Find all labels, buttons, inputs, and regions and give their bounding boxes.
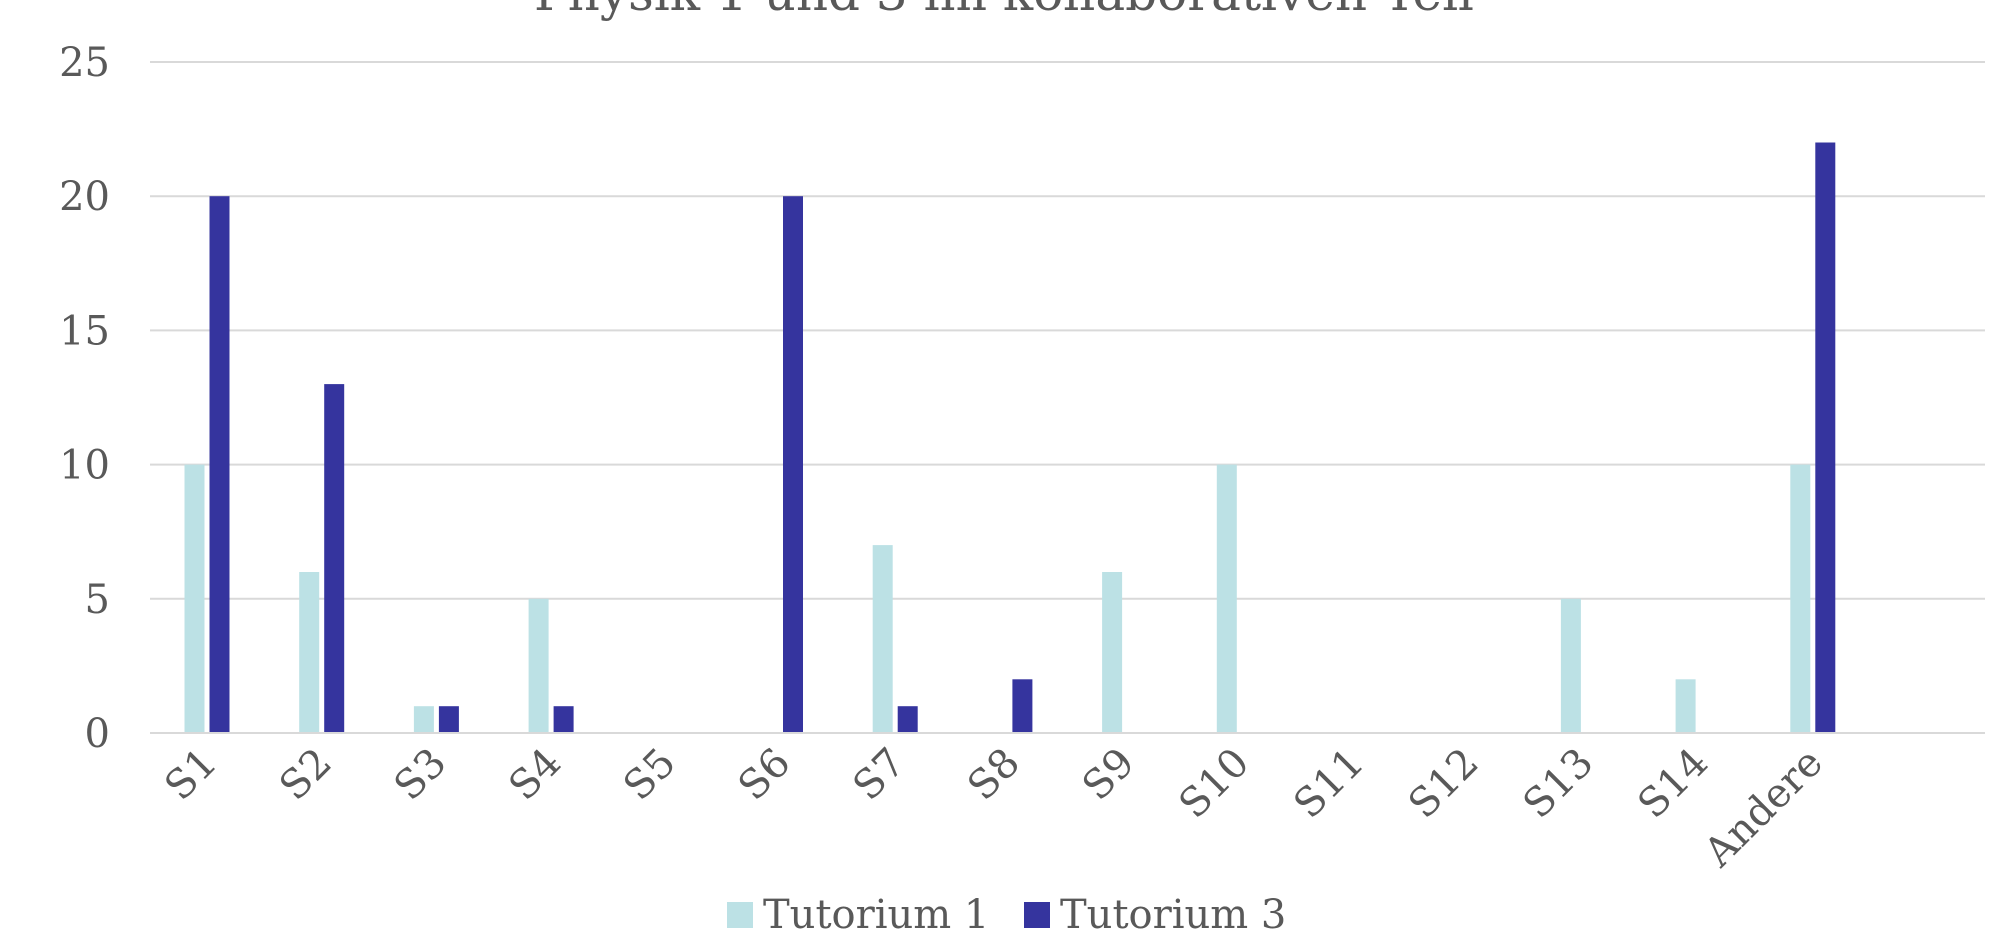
x-tick-label: S6 xyxy=(730,740,800,810)
bar-tutorium-3-s4 xyxy=(553,706,574,733)
x-tick-label: Andere xyxy=(1695,740,1832,877)
legend-label: Tutorium 3 xyxy=(1060,892,1286,938)
bar-tutorium-1-s10 xyxy=(1216,464,1237,733)
bar-tutorium-1-s7 xyxy=(872,545,893,733)
legend-label: Tutorium 1 xyxy=(763,892,989,938)
y-tick-label: 5 xyxy=(85,577,110,623)
x-tick-label: S8 xyxy=(959,740,1029,810)
bar-tutorium-3-andere xyxy=(1815,142,1836,733)
x-tick-label: S12 xyxy=(1400,740,1488,828)
x-tick-label: S11 xyxy=(1285,740,1373,828)
y-tick-label: 15 xyxy=(59,308,110,354)
y-tick-label: 10 xyxy=(59,443,110,489)
bar-tutorium-1-s13 xyxy=(1560,598,1581,733)
legend: Tutorium 1 Tutorium 3 xyxy=(727,892,1286,938)
bars xyxy=(184,142,1836,733)
chart-title: Physik 1 und 3 im kollaborativen Teil xyxy=(534,0,1474,22)
bar-tutorium-3-s1 xyxy=(209,196,230,733)
legend-swatch xyxy=(1024,902,1050,928)
bar-tutorium-1-s9 xyxy=(1102,572,1123,733)
x-tick-label: S9 xyxy=(1074,740,1144,810)
x-tick-label: S14 xyxy=(1629,740,1717,828)
bar-tutorium-3-s8 xyxy=(1012,679,1033,733)
x-tick-label: S4 xyxy=(500,740,570,810)
bar-tutorium-1-s1 xyxy=(184,464,205,733)
gridlines xyxy=(150,61,1985,600)
bar-tutorium-1-s4 xyxy=(528,598,549,733)
x-tick-label: S10 xyxy=(1170,740,1258,828)
bar-tutorium-1-s2 xyxy=(299,572,320,733)
y-tick-label: 20 xyxy=(59,174,110,220)
bar-tutorium-1-s14 xyxy=(1675,679,1696,733)
y-axis-tick-labels: 0 5 10 15 20 25 xyxy=(59,40,110,757)
bar-tutorium-3-s6 xyxy=(783,196,803,733)
y-tick-label: 25 xyxy=(59,40,110,86)
bar-tutorium-1-andere xyxy=(1790,464,1811,733)
x-tick-label: S1 xyxy=(156,740,226,810)
bar-tutorium-1-s3 xyxy=(413,706,434,733)
y-tick-label: 0 xyxy=(85,711,110,757)
x-tick-label: S13 xyxy=(1515,740,1603,828)
bar-tutorium-3-s2 xyxy=(324,384,345,733)
x-tick-label: S7 xyxy=(844,740,914,810)
x-tick-label: S2 xyxy=(271,740,341,810)
legend-swatch xyxy=(727,902,753,928)
bar-tutorium-3-s7 xyxy=(897,706,918,733)
x-tick-label: S5 xyxy=(615,740,685,810)
bar-tutorium-3-s3 xyxy=(438,706,459,733)
x-tick-label: S3 xyxy=(386,740,456,810)
